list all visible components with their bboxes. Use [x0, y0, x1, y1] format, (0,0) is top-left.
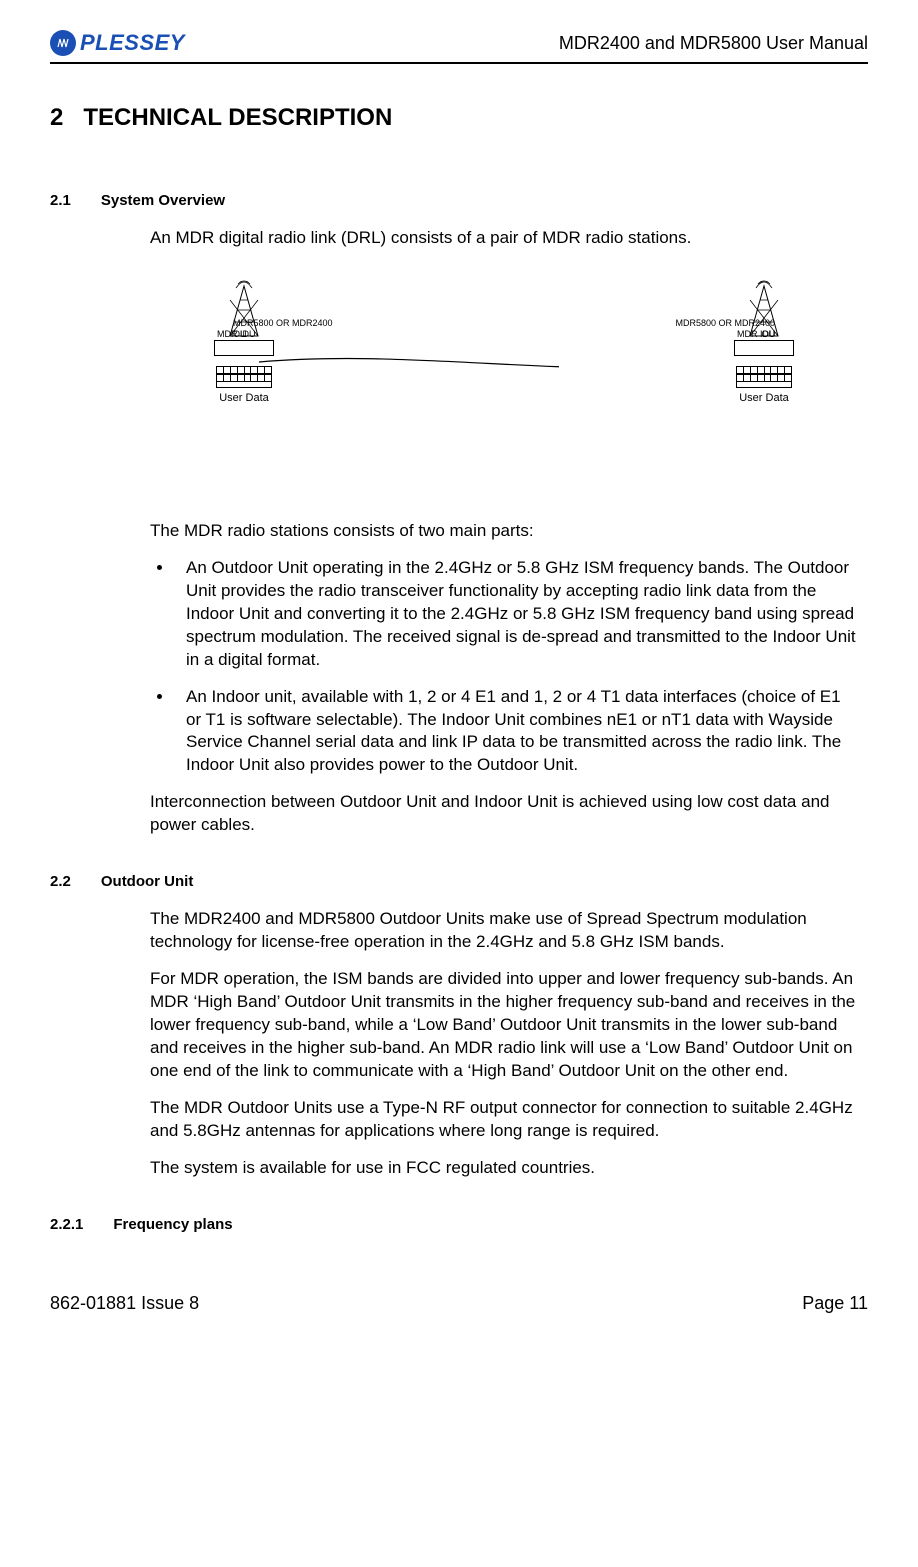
- radio-link-icon: [259, 356, 559, 386]
- intro-paragraph: An MDR digital radio link (DRL) consists…: [150, 227, 858, 250]
- logo-mark-icon: [50, 30, 76, 56]
- user-data-label: User Data: [739, 392, 789, 404]
- subsection-number: 2.2.1: [50, 1216, 83, 1233]
- subsection-title: Frequency plans: [113, 1216, 232, 1233]
- system-diagram: MDR5800 OR MDR2400 OU MDR IDU User Data: [150, 280, 858, 470]
- idu-label: MDR IDU: [737, 329, 776, 339]
- idu-box-left: MDR IDU: [214, 340, 274, 356]
- subsection-2-2-body: The MDR2400 and MDR5800 Outdoor Units ma…: [150, 908, 858, 1179]
- parts-bullet-list: An Outdoor Unit operating in the 2.4GHz …: [174, 557, 858, 777]
- document-title: MDR2400 and MDR5800 User Manual: [559, 33, 868, 54]
- list-item: An Indoor unit, available with 1, 2 or 4…: [174, 686, 858, 778]
- paragraph: The MDR Outdoor Units use a Type-N RF ou…: [150, 1097, 858, 1143]
- subsection-number: 2.2: [50, 873, 71, 890]
- section-number: 2: [50, 104, 63, 131]
- rack-icon: [736, 366, 792, 388]
- idu-box-right: MDR IDU: [734, 340, 794, 356]
- page-footer: 862-01881 Issue 8 Page 11: [50, 1293, 868, 1314]
- page-header: PLESSEY MDR2400 and MDR5800 User Manual: [50, 30, 868, 56]
- header-rule: [50, 62, 868, 64]
- logo-text: PLESSEY: [80, 30, 185, 56]
- interconnect-paragraph: Interconnection between Outdoor Unit and…: [150, 791, 858, 837]
- footer-doc-number: 862-01881 Issue 8: [50, 1293, 199, 1314]
- subsection-2-2-heading: 2.2 Outdoor Unit: [50, 873, 868, 890]
- paragraph: For MDR operation, the ISM bands are div…: [150, 968, 858, 1083]
- subsection-2-1-heading: 2.1 System Overview: [50, 192, 868, 209]
- station-right: MDR5800 OR MDR2400 OU MDR IDU User Data: [709, 280, 819, 404]
- parts-intro: The MDR radio stations consists of two m…: [150, 520, 858, 543]
- paragraph: The system is available for use in FCC r…: [150, 1157, 858, 1180]
- idu-label: MDR IDU: [217, 329, 256, 339]
- list-item: An Outdoor Unit operating in the 2.4GHz …: [174, 557, 858, 672]
- subsection-title: Outdoor Unit: [101, 873, 193, 890]
- subsection-number: 2.1: [50, 192, 71, 209]
- brand-logo: PLESSEY: [50, 30, 185, 56]
- user-data-label: User Data: [219, 392, 269, 404]
- subsection-title: System Overview: [101, 192, 225, 209]
- section-title: TECHNICAL DESCRIPTION: [83, 104, 392, 131]
- footer-page-number: Page 11: [802, 1293, 868, 1314]
- paragraph: The MDR2400 and MDR5800 Outdoor Units ma…: [150, 908, 858, 954]
- subsection-2-1-body: An MDR digital radio link (DRL) consists…: [150, 227, 858, 837]
- section-heading: 2 TECHNICAL DESCRIPTION: [50, 104, 868, 132]
- subsection-2-2-1-heading: 2.2.1 Frequency plans: [50, 1216, 868, 1233]
